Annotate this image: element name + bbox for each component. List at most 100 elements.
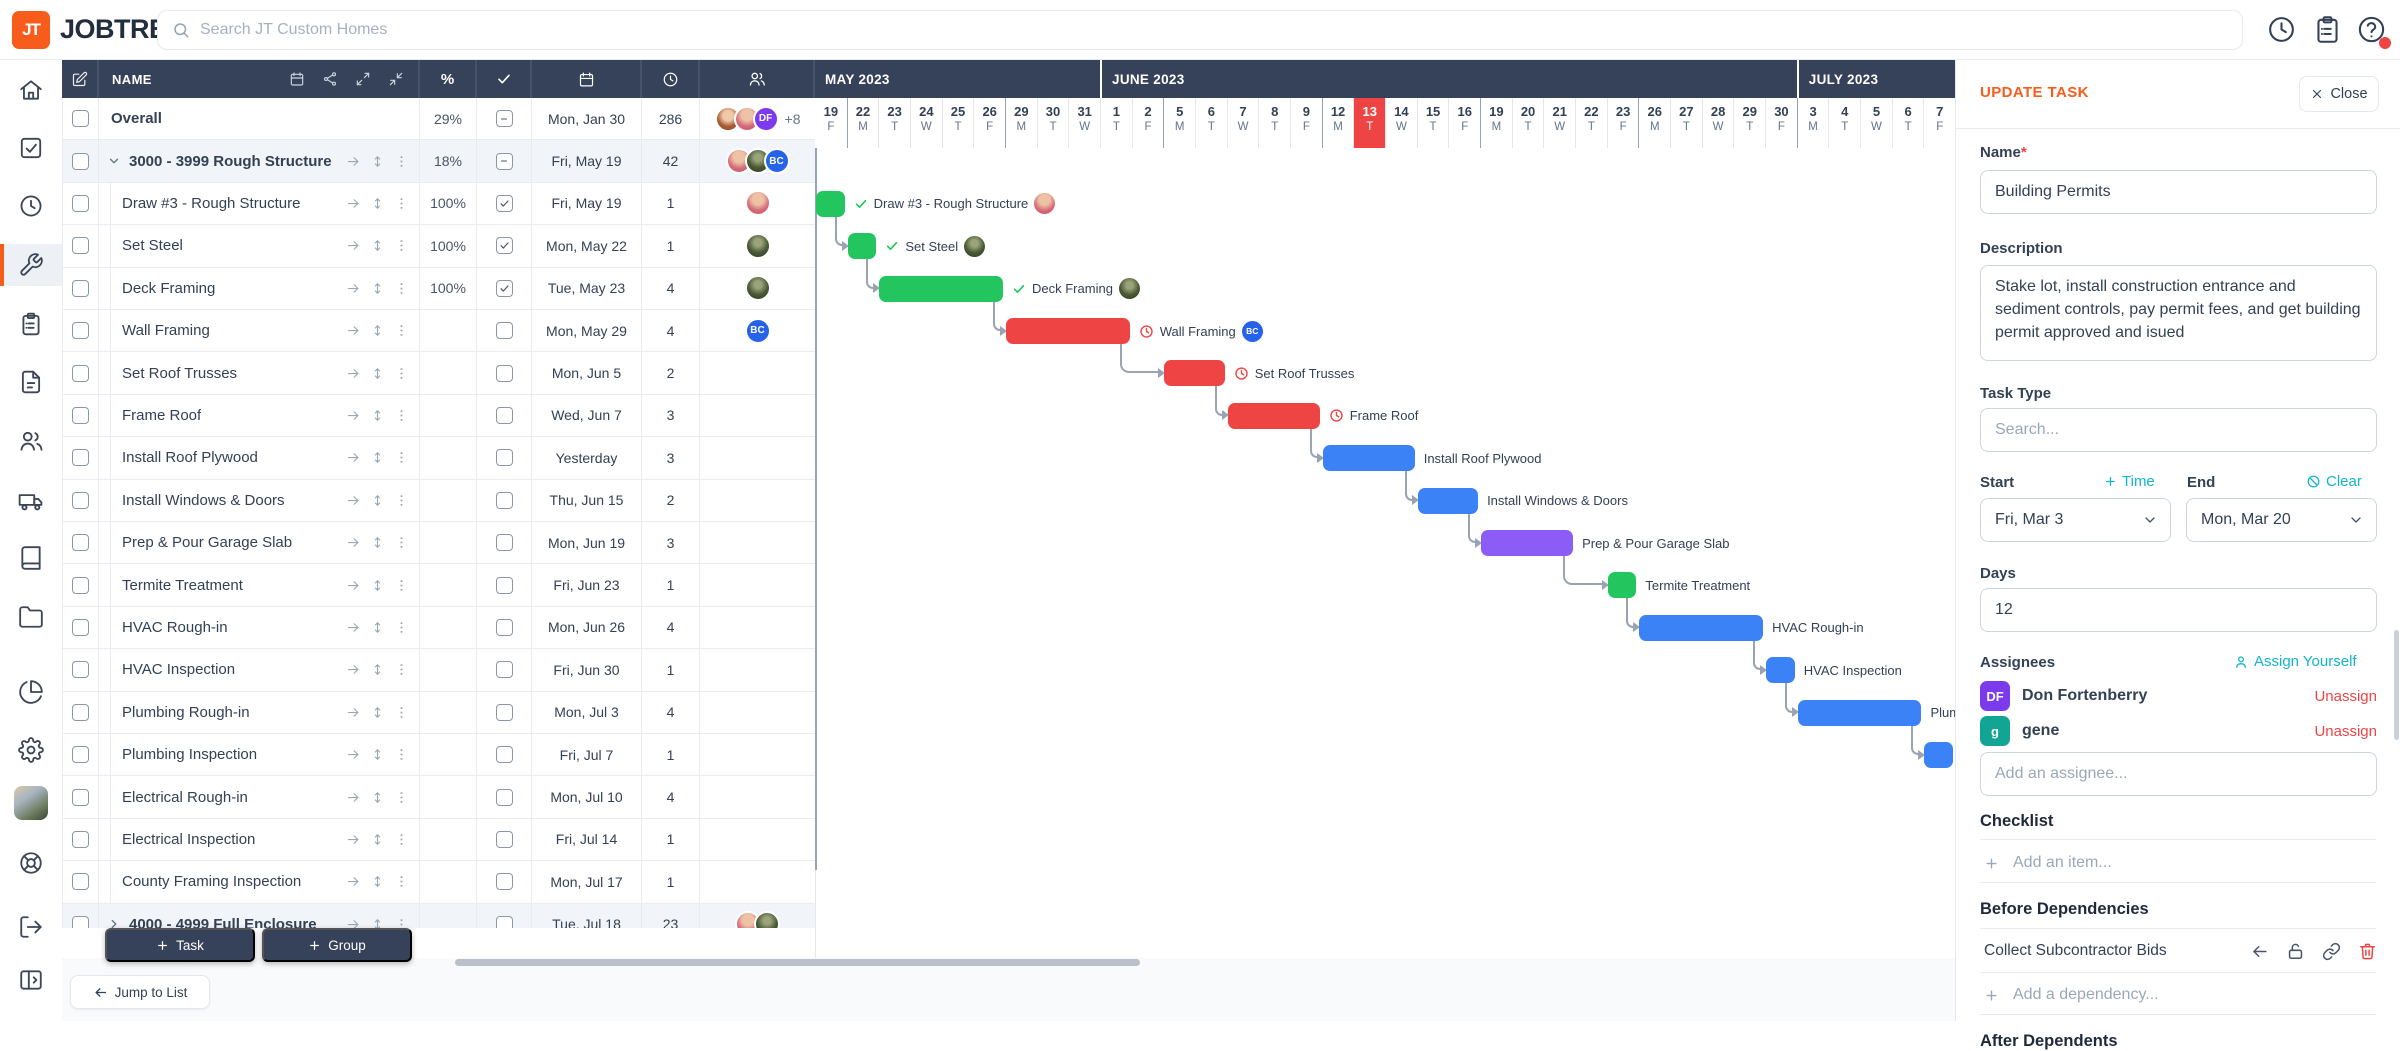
checkbox-empty[interactable] <box>72 153 89 170</box>
dots-icon[interactable] <box>394 323 409 338</box>
checkbox-empty[interactable] <box>496 492 513 509</box>
gantt-bar[interactable] <box>1924 742 1953 768</box>
sidebar-item-gear[interactable] <box>0 729 62 771</box>
arrow-right-icon[interactable] <box>346 874 361 889</box>
arrow-right-icon[interactable] <box>346 747 361 762</box>
clipboard-icon[interactable] <box>2312 14 2343 45</box>
arrow-right-icon[interactable] <box>346 832 361 847</box>
checkbox-empty[interactable] <box>72 619 89 636</box>
collapse-icon[interactable] <box>388 71 404 87</box>
horizontal-scrollbar[interactable] <box>455 959 1140 966</box>
checkbox-empty[interactable] <box>72 704 89 721</box>
checkbox-empty[interactable] <box>72 492 89 509</box>
sidebar-item-truck[interactable] <box>0 479 62 521</box>
sidebar-item-home[interactable] <box>0 69 62 111</box>
edit-icon[interactable] <box>71 71 88 88</box>
dots-icon[interactable] <box>394 238 409 253</box>
sidebar-item-clock[interactable] <box>0 185 62 227</box>
dots-icon[interactable] <box>394 620 409 635</box>
assign-yourself-link[interactable]: Assign Yourself <box>2233 653 2357 670</box>
updown-icon[interactable] <box>370 578 385 593</box>
gantt-bar[interactable] <box>848 233 877 259</box>
updown-icon[interactable] <box>370 323 385 338</box>
add-assignee-field[interactable] <box>1980 752 2377 796</box>
arrow-right-icon[interactable] <box>346 323 361 338</box>
checkbox-empty[interactable] <box>72 407 89 424</box>
checkbox-checked[interactable] <box>496 237 513 254</box>
sidebar-item-folder[interactable] <box>0 596 62 638</box>
sidebar-item-people[interactable] <box>0 420 62 462</box>
updown-icon[interactable] <box>370 366 385 381</box>
dots-icon[interactable] <box>394 493 409 508</box>
arrow-right-icon[interactable] <box>346 408 361 423</box>
add-checklist-item[interactable]: Add an item... <box>1984 848 2112 878</box>
arrow-right-icon[interactable] <box>346 281 361 296</box>
dots-icon[interactable] <box>394 874 409 889</box>
unassign-link[interactable]: Unassign <box>2314 688 2377 705</box>
gantt-bar[interactable] <box>1164 360 1224 386</box>
close-panel-button[interactable]: Close <box>2299 76 2379 112</box>
arrow-left-icon[interactable] <box>2250 942 2269 961</box>
arrow-right-icon[interactable] <box>346 620 361 635</box>
jobtread-logo-icon[interactable]: JT <box>12 11 50 49</box>
gantt-bar[interactable] <box>1798 700 1922 726</box>
checkbox-empty[interactable] <box>72 322 89 339</box>
updown-icon[interactable] <box>370 705 385 720</box>
clear-dates-link[interactable]: Clear <box>2306 473 2362 490</box>
gantt-bar[interactable] <box>1418 488 1478 514</box>
calendar-icon[interactable] <box>289 71 305 87</box>
checkbox-partial[interactable] <box>496 153 513 170</box>
sidebar-item-wrench[interactable] <box>0 244 62 286</box>
checkbox-empty[interactable] <box>496 534 513 551</box>
gantt-bar[interactable] <box>1608 572 1637 598</box>
checkbox-empty[interactable] <box>72 789 89 806</box>
time-clock-icon[interactable] <box>2266 14 2297 45</box>
checkbox-empty[interactable] <box>496 365 513 382</box>
dots-icon[interactable] <box>394 450 409 465</box>
jump-to-list-button[interactable]: Jump to List <box>70 975 210 1009</box>
gantt-bar[interactable] <box>1481 530 1573 556</box>
gantt-bar[interactable] <box>879 276 1003 302</box>
arrow-right-icon[interactable] <box>346 790 361 805</box>
checkbox-checked[interactable] <box>496 280 513 297</box>
arrow-right-icon[interactable] <box>346 366 361 381</box>
arrow-right-icon[interactable] <box>346 450 361 465</box>
updown-icon[interactable] <box>370 238 385 253</box>
updown-icon[interactable] <box>370 493 385 508</box>
sidebar-item-book[interactable] <box>0 537 62 579</box>
dots-icon[interactable] <box>394 535 409 550</box>
start-date-select[interactable]: Fri, Mar 3 <box>1980 498 2171 542</box>
task-name-field[interactable] <box>1980 170 2377 214</box>
checkbox-empty[interactable] <box>72 449 89 466</box>
checkbox-empty[interactable] <box>72 577 89 594</box>
updown-icon[interactable] <box>370 832 385 847</box>
checkbox-empty[interactable] <box>496 322 513 339</box>
